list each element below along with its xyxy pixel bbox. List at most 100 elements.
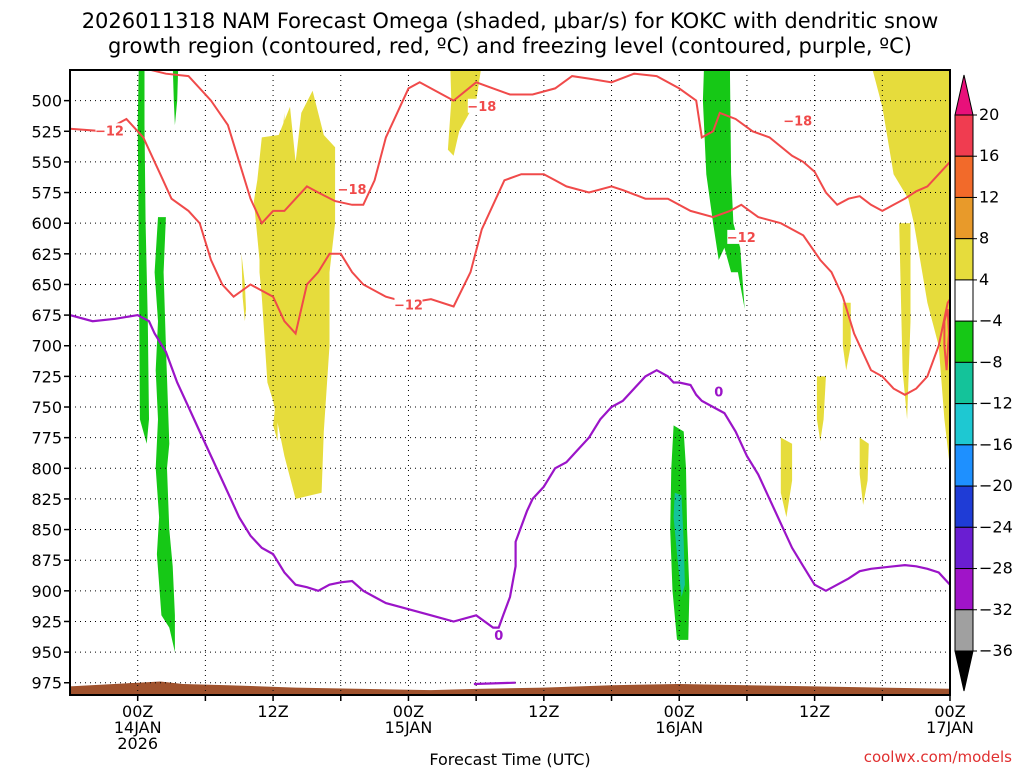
contour-label-red: −12 — [727, 231, 756, 246]
colorbar-bin — [954, 485, 974, 528]
contour-label-red: −18 — [467, 100, 496, 115]
credit-text: coolwx.com/models — [864, 748, 1012, 766]
colorbar-label: −36 — [979, 641, 1013, 660]
omega-region-rising — [154, 217, 175, 653]
x-tick-year: 2026 — [117, 734, 158, 753]
contour-label-red: −12 — [394, 298, 423, 313]
y-tick-label: 875 — [31, 551, 62, 570]
freezing-level-contour — [70, 313, 950, 629]
y-tick-label: 600 — [31, 214, 62, 233]
y-tick-label: 850 — [31, 521, 62, 540]
colorbar-label: 12 — [979, 187, 999, 206]
colorbar-bin — [954, 238, 974, 281]
y-tick-label: 725 — [31, 367, 62, 386]
omega-region-rising_strong — [673, 492, 685, 597]
omega-region-sinking — [780, 437, 793, 518]
chart-title-line1: 2026011318 NAM Forecast Omega (shaded, μ… — [82, 9, 939, 33]
omega-shading — [137, 70, 950, 653]
y-tick-label: 575 — [31, 184, 62, 203]
y-tick-label: 550 — [31, 153, 62, 172]
colorbar-bin — [954, 609, 974, 652]
x-tick-label: 00Z — [934, 702, 965, 721]
colorbar-label: 16 — [979, 146, 999, 165]
colorbar-label: −4 — [979, 311, 1003, 330]
dgz-contour — [70, 117, 950, 396]
y-tick-label: 900 — [31, 582, 62, 601]
y-tick-label: 825 — [31, 490, 62, 509]
x-tick-label: 00Z — [393, 702, 424, 721]
plot-area: −12 −18 −12 −18 −12 −18 0 0 — [69, 69, 951, 696]
y-tick-label: 750 — [31, 398, 62, 417]
omega-region-sinking — [268, 112, 285, 442]
y-tick-label: 975 — [31, 674, 62, 693]
omega-region-rising — [172, 70, 179, 126]
terrain-band — [70, 681, 950, 695]
omega-region-sinking — [253, 90, 336, 499]
x-tick-label: 12Z — [528, 702, 559, 721]
colorbar-label: −20 — [979, 476, 1013, 495]
colorbar-label: −32 — [979, 600, 1013, 619]
freezing-level-segment — [473, 681, 516, 686]
dgz-contour — [943, 308, 950, 371]
x-axis-label: Forecast Time (UTC) — [429, 750, 590, 768]
colorbar-bin — [954, 196, 974, 240]
plot-frame — [69, 69, 951, 696]
contour-label-bg — [338, 182, 367, 197]
omega-region-sinking — [842, 302, 851, 371]
chart-title-line2: growth region (contoured, red, ºC) and f… — [108, 34, 912, 58]
contour-labels: −12 −18 −12 −18 −12 −18 0 0 — [95, 98, 812, 644]
x-tick-date: 15JAN — [385, 718, 433, 737]
omega-region-sinking — [447, 70, 481, 156]
omega-region-sinking — [859, 437, 869, 505]
contour-label-bg — [783, 113, 812, 128]
colorbar-bin — [954, 568, 974, 611]
contour-label-freezing: 0 — [494, 629, 503, 644]
omega-region-rising — [137, 70, 149, 444]
y-tick-label: 700 — [31, 337, 62, 356]
colorbar-label: −24 — [979, 517, 1013, 536]
y-tick-label: 525 — [31, 122, 62, 141]
colorbar-bin — [954, 444, 974, 487]
colorbar-label: 4 — [979, 270, 989, 289]
x-tick-label: 00Z — [664, 702, 695, 721]
colorbar-bin — [954, 526, 974, 570]
contour-label-bg — [467, 98, 496, 113]
colorbar-label: −8 — [979, 352, 1003, 371]
omega-region-sinking — [241, 253, 246, 322]
contour-label-freezing: 0 — [714, 385, 723, 400]
colorbar-bin — [954, 403, 974, 446]
y-tick-label: 625 — [31, 245, 62, 264]
contours — [70, 70, 950, 686]
colorbar-label: −12 — [979, 394, 1013, 413]
colorbar-label: −16 — [979, 435, 1013, 454]
y-tick-label: 800 — [31, 459, 62, 478]
y-tick-label: 775 — [31, 429, 62, 448]
y-tick-label: 650 — [31, 275, 62, 294]
x-tick-label: 12Z — [257, 702, 288, 721]
y-tick-label: 950 — [31, 643, 62, 662]
colorbar-bin — [954, 114, 974, 157]
colorbar-bin — [954, 155, 974, 198]
x-tick-label: 00Z — [122, 702, 153, 721]
contour-label-red: −18 — [338, 183, 367, 198]
contour-label-red: −18 — [783, 114, 812, 129]
colorbar-bin — [954, 361, 974, 405]
colorbar-bin — [954, 279, 974, 322]
omega-region-sinking — [899, 223, 911, 420]
x-tick-date: 17JAN — [926, 718, 974, 737]
colorbar-label: 20 — [979, 105, 999, 124]
x-tick-label: 12Z — [799, 702, 830, 721]
contour-label-red: −12 — [95, 124, 124, 139]
y-tick-label: 675 — [31, 306, 62, 325]
contour-label-bg — [727, 229, 756, 244]
x-tick-date: 16JAN — [655, 718, 703, 737]
y-axis: 500 525 550 575 600 625 650 675 700 725 750 775 800 8… — [31, 92, 70, 693]
colorbar-label: 8 — [979, 229, 989, 248]
colorbar-label: −28 — [979, 559, 1013, 578]
dgz-contour — [146, 70, 950, 225]
omega-region-sinking — [872, 70, 950, 469]
colorbar-bottom-arrow — [954, 650, 974, 692]
